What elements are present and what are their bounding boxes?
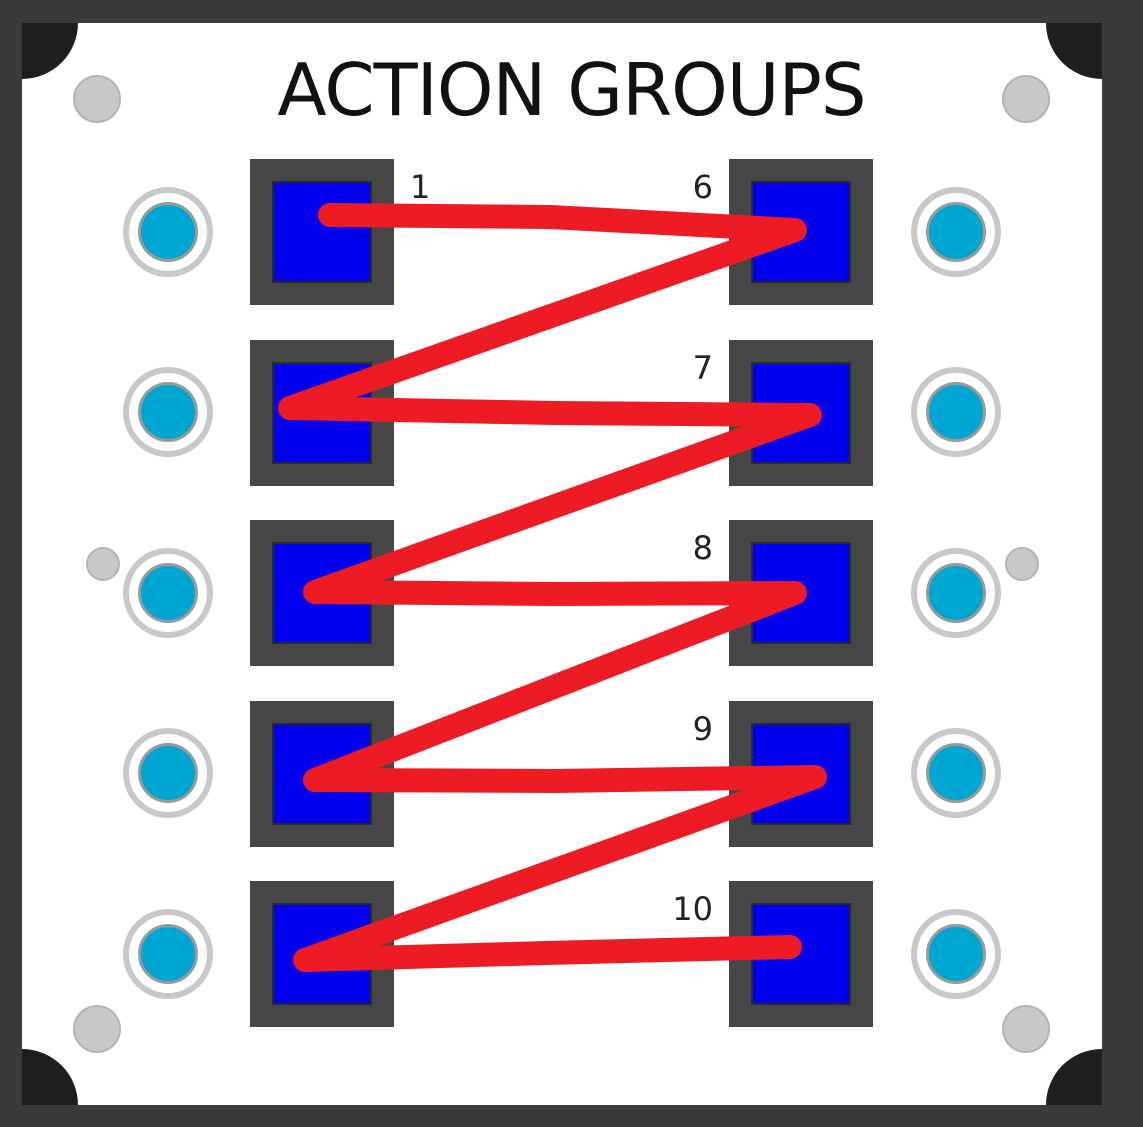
indicator-light-icon bbox=[123, 367, 213, 457]
action-group-button-3[interactable] bbox=[250, 520, 394, 666]
indicator-light-icon bbox=[911, 187, 1001, 277]
screw-icon bbox=[1002, 75, 1050, 123]
action-group-label-7: 7 bbox=[692, 349, 713, 387]
action-group-label-6: 6 bbox=[692, 168, 713, 206]
action-group-button-4[interactable] bbox=[250, 701, 394, 847]
action-group-button-6[interactable] bbox=[729, 159, 873, 305]
indicator-light-icon bbox=[123, 548, 213, 638]
indicator-light-icon bbox=[911, 367, 1001, 457]
action-group-label-1: 1 bbox=[410, 168, 431, 206]
indicator-light-icon bbox=[911, 909, 1001, 999]
screw-icon bbox=[73, 75, 121, 123]
screw-icon bbox=[1002, 1005, 1050, 1053]
action-group-label-9: 9 bbox=[692, 710, 713, 748]
indicator-light-icon bbox=[911, 548, 1001, 638]
action-group-button-10[interactable] bbox=[729, 881, 873, 1027]
action-group-label-8: 8 bbox=[692, 529, 713, 567]
screw-icon bbox=[86, 547, 120, 581]
indicator-light-icon bbox=[123, 187, 213, 277]
action-group-button-2[interactable] bbox=[250, 340, 394, 486]
indicator-light-icon bbox=[911, 728, 1001, 818]
action-group-button-8[interactable] bbox=[729, 520, 873, 666]
action-group-button-1[interactable] bbox=[250, 159, 394, 305]
screw-icon bbox=[73, 1005, 121, 1053]
indicator-light-icon bbox=[123, 909, 213, 999]
action-group-button-5[interactable] bbox=[250, 881, 394, 1027]
action-group-button-7[interactable] bbox=[729, 340, 873, 486]
screw-icon bbox=[1005, 547, 1039, 581]
indicator-light-icon bbox=[123, 728, 213, 818]
action-group-label-10: 10 bbox=[672, 890, 713, 928]
panel-title: ACTION GROUPS bbox=[277, 48, 866, 132]
action-group-button-9[interactable] bbox=[729, 701, 873, 847]
